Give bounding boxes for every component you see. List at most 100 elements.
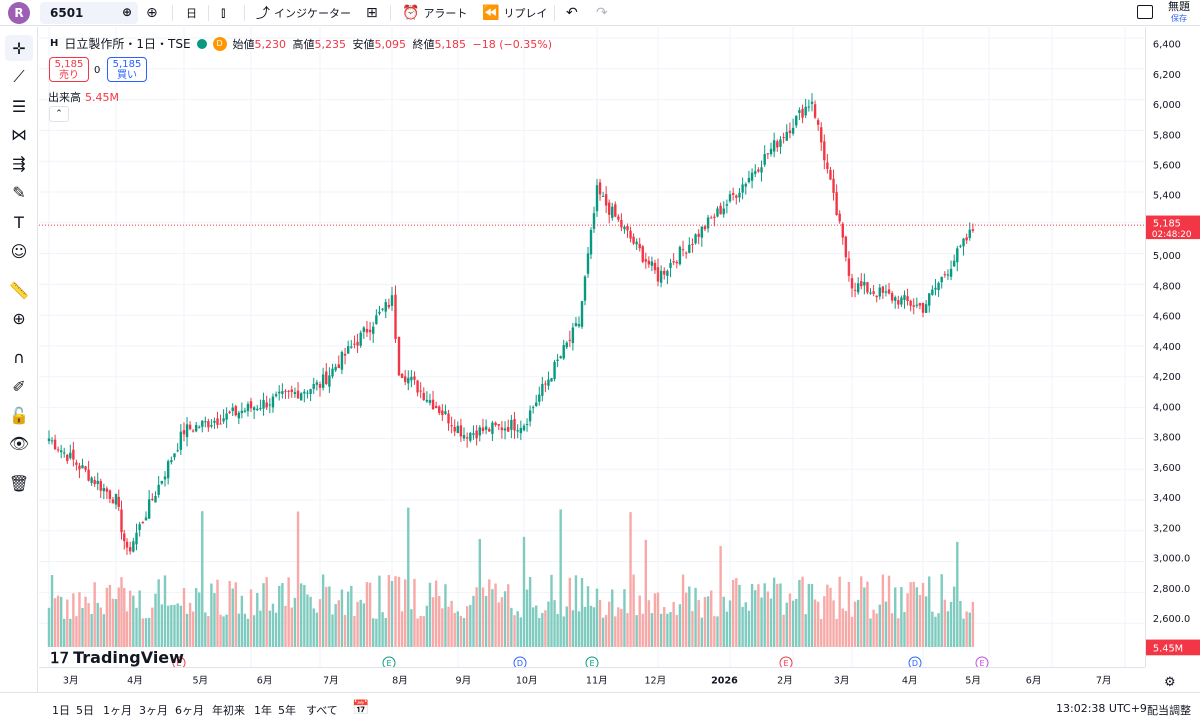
clock-display[interactable]: 13:02:38 UTC+9 bbox=[1056, 702, 1147, 715]
compare-button[interactable]: ⊕ bbox=[146, 3, 158, 23]
candle-body bbox=[650, 261, 654, 266]
undo-button[interactable]: ↶ bbox=[566, 3, 578, 23]
candle-body bbox=[96, 480, 99, 484]
volume-bar bbox=[928, 576, 931, 647]
range-button[interactable]: 1日 bbox=[52, 704, 70, 717]
price-axis[interactable]: 6,4006,2006,0005,8005,6005,4005,2005,000… bbox=[1145, 27, 1200, 667]
tradingview-logo[interactable]: 𝟣𝟩 TradingView bbox=[50, 648, 184, 667]
volume-bar bbox=[513, 615, 516, 647]
buy-button[interactable]: 5,185 買い bbox=[107, 57, 147, 82]
candle-body bbox=[571, 327, 575, 344]
range-button[interactable]: 6ヶ月 bbox=[175, 704, 204, 717]
pattern-tool[interactable]: ⋈ bbox=[5, 121, 33, 147]
trendline-tool[interactable]: ⟋ bbox=[5, 64, 33, 90]
candle-body bbox=[99, 481, 102, 491]
measure-tool[interactable]: 📏 bbox=[5, 277, 33, 303]
volume-bar bbox=[249, 589, 253, 647]
range-button[interactable]: 1ヶ月 bbox=[103, 704, 132, 717]
candle-body bbox=[53, 439, 57, 450]
range-button[interactable]: 5年 bbox=[278, 704, 296, 717]
magnet-tool[interactable]: ∩ bbox=[5, 344, 33, 370]
price-chart[interactable]: E E D E E D E bbox=[39, 27, 1145, 667]
legend-collapse-button[interactable]: ⌃ bbox=[49, 106, 69, 122]
range-button[interactable]: 1年 bbox=[254, 704, 272, 717]
range-button[interactable]: すべて bbox=[306, 704, 338, 717]
zoom-tool[interactable]: ⊕ bbox=[5, 305, 33, 331]
save-button[interactable]: 無題 保存 bbox=[1168, 0, 1190, 24]
range-button[interactable]: 3ヶ月 bbox=[139, 704, 168, 717]
sell-button[interactable]: 5,185 売り bbox=[49, 57, 89, 82]
volume-bar bbox=[659, 613, 663, 647]
volume-bar bbox=[694, 587, 697, 647]
candle-body bbox=[887, 289, 891, 294]
user-avatar[interactable]: R bbox=[8, 2, 30, 24]
fib-tool[interactable]: ☰ bbox=[5, 93, 33, 119]
layouts-button[interactable]: ⊞ bbox=[366, 3, 378, 23]
candle-body bbox=[669, 262, 672, 268]
candle-body bbox=[678, 246, 682, 265]
candle-body bbox=[580, 301, 584, 327]
candle-body bbox=[228, 411, 231, 413]
volume-bar bbox=[878, 604, 881, 647]
candle-body bbox=[940, 276, 943, 283]
candle-body bbox=[601, 195, 605, 197]
lock-tool[interactable]: 🔓 bbox=[5, 402, 33, 428]
series-title[interactable]: 日立製作所・1日・TSE bbox=[64, 37, 191, 51]
current-price-label: 5,185 bbox=[1153, 218, 1181, 229]
volume-bar bbox=[562, 616, 565, 647]
settings-gear-icon[interactable]: ⚙ bbox=[1164, 675, 1176, 690]
candle-body bbox=[937, 282, 940, 291]
volume-bar bbox=[519, 617, 523, 647]
hide-tool[interactable]: 👁 bbox=[5, 430, 33, 456]
dividend-adjust-toggle[interactable]: 配当調整 bbox=[1147, 704, 1191, 717]
candle-body bbox=[447, 413, 450, 424]
alert-button[interactable]: ⏰ アラート bbox=[402, 5, 468, 21]
text-tool[interactable]: T bbox=[5, 209, 33, 235]
emoji-tool[interactable]: ☺ bbox=[5, 238, 33, 264]
candle-body bbox=[513, 419, 516, 431]
replay-button[interactable]: ⏪ リプレイ bbox=[482, 5, 548, 21]
range-button[interactable]: 年初来 bbox=[212, 704, 245, 717]
range-button[interactable]: 5日 bbox=[76, 704, 94, 717]
candle-body bbox=[623, 226, 626, 230]
fullscreen-icon[interactable] bbox=[1137, 5, 1153, 19]
candle-body bbox=[795, 115, 798, 126]
symbol-search[interactable]: 6501 ⊕ bbox=[40, 2, 138, 24]
candle-body bbox=[170, 460, 173, 463]
candle-body bbox=[684, 252, 688, 254]
candle-body bbox=[431, 399, 435, 410]
stay-drawing-tool[interactable]: ✐ bbox=[5, 373, 33, 399]
volume-bar bbox=[188, 602, 192, 647]
forecast-icon: ⇶ bbox=[12, 153, 26, 173]
candle-body bbox=[656, 267, 660, 282]
volume-bar bbox=[234, 582, 237, 647]
goto-date-icon[interactable]: 📅 bbox=[352, 700, 370, 716]
volume-bar bbox=[93, 582, 96, 647]
volume-bar bbox=[259, 610, 262, 647]
volume-bar bbox=[419, 615, 422, 647]
forecast-tool[interactable]: ⇶ bbox=[5, 150, 33, 176]
volume-bar bbox=[725, 611, 729, 647]
indicators-button[interactable]: ⤴ インジケーター bbox=[256, 3, 351, 23]
volume-bar bbox=[952, 586, 956, 647]
candle-body bbox=[188, 424, 192, 430]
volume-bar bbox=[747, 610, 751, 647]
symbol-compare-icon[interactable]: ⊕ bbox=[121, 5, 132, 19]
time-tick: 5月 bbox=[965, 675, 981, 686]
redo-icon: ↷ bbox=[596, 5, 608, 21]
volume-bar bbox=[823, 596, 826, 647]
volume-bar bbox=[216, 579, 219, 647]
volume-bar bbox=[869, 618, 872, 647]
remove-tool[interactable]: 🗑 bbox=[5, 470, 33, 496]
time-axis[interactable]: 3月 4月 5月 6月 7月 8月 9月 10月 11月 12月 2026 2月 3月 4月 5月 6月 7月 bbox=[39, 667, 1145, 692]
redo-button[interactable]: ↷ bbox=[596, 3, 608, 23]
interval-button[interactable]: 日 bbox=[186, 7, 197, 20]
chart-type-button[interactable]: ⫾ bbox=[221, 3, 225, 23]
candle-body bbox=[731, 193, 735, 195]
price-tick: 5,800 bbox=[1153, 130, 1181, 141]
brush-tool[interactable]: ✎ bbox=[5, 179, 33, 205]
volume-bar bbox=[303, 584, 306, 647]
price-tick: 6,400 bbox=[1153, 40, 1181, 51]
crosshair-tool[interactable]: ✛ bbox=[5, 35, 33, 61]
candle-body bbox=[769, 148, 773, 155]
